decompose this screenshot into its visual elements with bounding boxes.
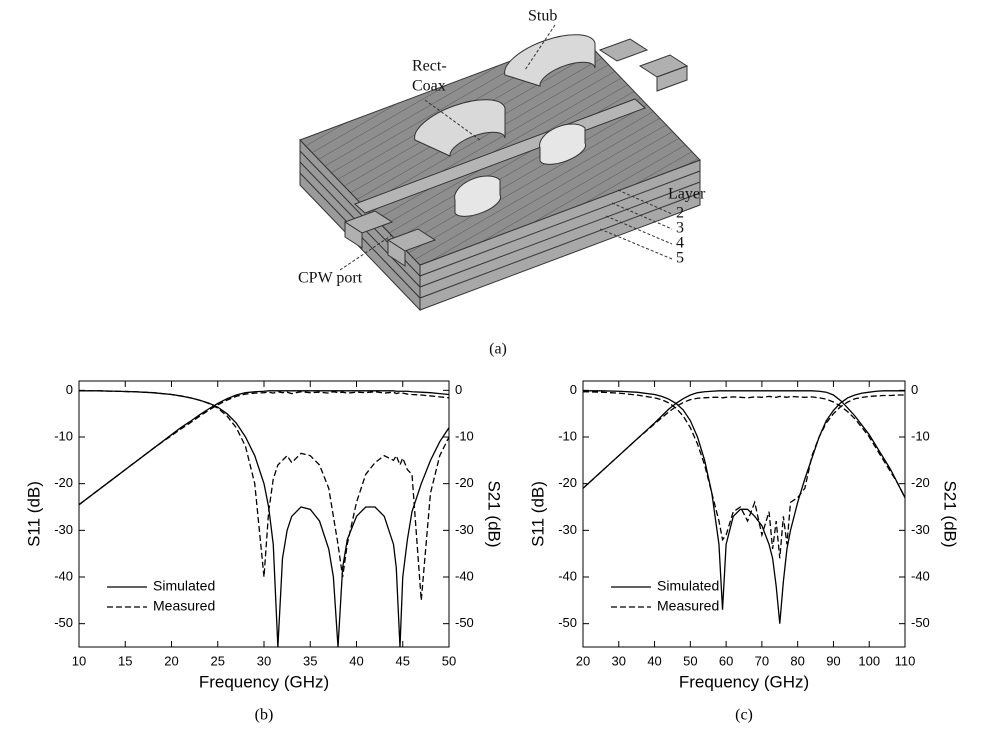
y2-tick-label: -20 [911,475,930,490]
cpw-port-label: CPW port [298,270,363,287]
y-tick-label: -40 [558,568,577,583]
y-tick-label: -50 [558,615,577,630]
legend-label: Measured [657,598,719,614]
x-tick-label: 15 [118,653,132,668]
y-tick-label: -50 [54,615,73,630]
y-tick-label: 0 [66,382,73,397]
y2-tick-label: -10 [911,428,930,443]
figure: Stub Rect- Coax Layer 2 3 4 5 CPW port (… [0,0,996,734]
y2-tick-label: 0 [455,382,462,397]
layer-label: Layer [668,186,706,203]
y-tick-label: -20 [558,475,577,490]
layer-number: 5 [676,250,684,267]
y-tick-label: -30 [558,522,577,537]
plot-area [583,391,905,624]
x-tick-label: 25 [211,653,225,668]
y2-tick-label: -10 [455,428,474,443]
x-axis-label: Frequency (GHz) [199,672,329,691]
y-tick-label: -10 [54,428,73,443]
y2-tick-label: 0 [911,382,918,397]
stub-label: Stub [528,8,557,25]
curve [79,391,449,601]
y-tick-label: 0 [570,382,577,397]
x-tick-label: 50 [683,653,697,668]
x-tick-label: 50 [442,653,456,668]
curve [79,391,449,505]
x-tick-label: 110 [895,653,916,668]
legend-label: Simulated [153,578,215,594]
x-tick-label: 40 [647,653,661,668]
legend-label: Simulated [657,578,719,594]
y2-axis-label: S21 (dB) [941,480,960,547]
x-tick-label: 100 [858,653,880,668]
y2-tick-label: -20 [455,475,474,490]
page: { "diagram": { "labels": { "stub": "Stub… [0,0,996,734]
curve [583,396,905,497]
x-tick-label: 45 [396,653,410,668]
x-tick-label: 10 [72,653,86,668]
y-tick-label: -10 [558,428,577,443]
curve [583,391,905,624]
x-tick-label: 80 [790,653,804,668]
x-tick-label: 35 [303,653,317,668]
y2-axis-label: S21 (dB) [485,480,504,547]
structure-diagram: Stub Rect- Coax Layer 2 3 4 5 CPW port (… [298,8,706,358]
x-tick-label: 30 [257,653,271,668]
caption: (b) [255,707,274,724]
curve [583,392,905,559]
y2-tick-label: -50 [911,615,930,630]
y-tick-label: -40 [54,568,73,583]
x-tick-label: 40 [349,653,363,668]
caption: (c) [735,707,753,724]
y2-tick-label: -40 [455,568,474,583]
y-axis-label: S11 (dB) [528,481,547,547]
y2-tick-label: -40 [911,568,930,583]
x-tick-label: 20 [164,653,178,668]
x-axis-label: Frequency (GHz) [679,672,809,691]
x-tick-label: 30 [612,653,626,668]
x-tick-label: 20 [576,653,590,668]
y2-tick-label: -30 [455,522,474,537]
plot-area [79,391,449,647]
legend-label: Measured [153,598,215,614]
y2-tick-label: -30 [911,522,930,537]
curve [79,391,449,647]
x-tick-label: 90 [826,653,840,668]
y-axis-label: S11 (dB) [24,481,43,547]
y2-tick-label: -50 [455,615,474,630]
chart: 20 30 40 50 60 70 80 90 100 110 0 -10 -20 -30 -40 -50 0 -… [528,381,959,724]
caption: (a) [489,341,507,358]
curve [79,392,449,505]
rect-coax-label: Rect- [412,58,447,75]
x-tick-label: 60 [719,653,733,668]
x-tick-label: 70 [755,653,769,668]
rect-coax-label: Coax [412,78,446,95]
y-tick-label: -30 [54,522,73,537]
chart: 10 15 20 25 30 35 40 45 50 0 -10 -20 -30 -40 -50 0 -10 -2… [24,381,503,724]
y-tick-label: -20 [54,475,73,490]
